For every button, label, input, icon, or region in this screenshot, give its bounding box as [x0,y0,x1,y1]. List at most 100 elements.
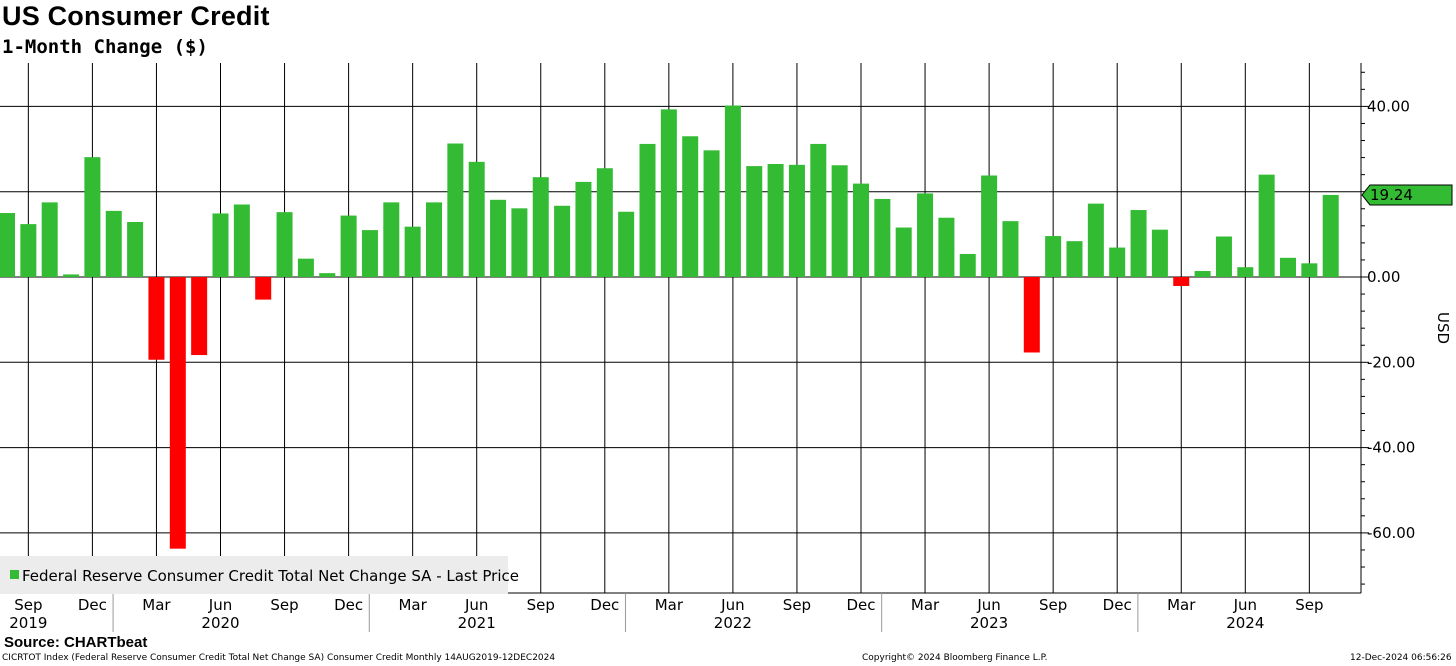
legend-swatch [10,570,19,579]
bar-nov-2019 [63,274,80,277]
x-month-label: Mar [655,596,684,614]
bar-feb-2021 [383,202,400,277]
bar-may-2024 [1215,236,1232,277]
bar-feb-2020 [127,221,144,277]
bar-sep-2019 [20,224,37,277]
bar-jul-2023 [1002,221,1019,277]
bars [0,105,1339,549]
y-axis-ticks: 40.00 0.00 -20.00 -40.00 -60.00 [1361,71,1415,585]
bar-jun-2024 [1237,267,1254,277]
x-month-label: Mar [142,596,171,614]
x-month-label: Mar [398,596,427,614]
bar-aug-2021 [511,208,528,277]
legend-background [0,556,508,594]
x-month-label: Sep [270,596,298,614]
x-year-label: 2019 [9,614,47,632]
bar-aug-2020 [255,277,272,300]
bar-jun-2022 [724,105,741,277]
x-year-label: 2024 [1226,614,1264,632]
bar-feb-2024 [1151,229,1168,277]
bar-oct-2023 [1066,241,1083,277]
bar-jul-2020 [233,204,250,277]
bar-dec-2023 [1109,247,1126,277]
chart-title: US Consumer Credit [2,1,270,31]
x-month-label: Mar [1167,596,1196,614]
bar-may-2021 [447,143,464,277]
bar-jul-2022 [746,166,763,277]
bar-sep-2023 [1045,236,1062,277]
x-month-label: Sep [14,596,42,614]
bar-aug-2019 [0,213,15,277]
bar-jul-2024 [1258,174,1275,277]
bar-apr-2024 [1194,271,1211,277]
legend: Federal Reserve Consumer Credit Total Ne… [0,556,519,594]
y-axis-label: USD [1434,312,1452,344]
footer-timestamp: 12-Dec-2024 06:56:26 [1350,653,1452,663]
bar-oct-2021 [554,205,571,277]
bar-aug-2023 [1023,277,1040,353]
legend-label: Federal Reserve Consumer Credit Total Ne… [22,567,519,585]
bar-jun-2021 [468,161,485,277]
x-month-label: Mar [911,596,940,614]
x-month-label: Jun [720,596,744,614]
vertical-gridlines [27,63,1310,593]
x-month-label: Jun [1233,596,1257,614]
bar-oct-2024 [1322,194,1339,277]
y-tick-label: -60.00 [1367,524,1415,542]
bar-dec-2019 [84,157,101,277]
bar-feb-2022 [639,143,656,277]
x-month-label: Dec [1103,596,1132,614]
bar-mar-2023 [917,193,934,277]
x-month-label: Jun [208,596,232,614]
x-month-label: Dec [334,596,363,614]
x-month-label: Sep [1295,596,1323,614]
bar-apr-2021 [426,202,442,277]
x-month-label: Jun [464,596,488,614]
y-tick-label: -20.00 [1367,353,1415,371]
bar-sep-2022 [788,164,805,277]
bar-jan-2022 [618,211,635,277]
bar-mar-2020 [148,277,165,360]
x-month-label: Sep [1039,596,1067,614]
bar-oct-2019 [41,202,58,277]
bar-aug-2024 [1280,257,1296,277]
bar-oct-2020 [297,258,314,277]
bar-jan-2021 [361,230,378,277]
y-tick-label: 0.00 [1367,268,1400,286]
last-price-marker: 19.24 [1361,184,1453,206]
footer-copyright: Copyright© 2024 Bloomberg Finance L.P. [862,653,1048,663]
bar-sep-2024 [1301,263,1318,277]
x-year-label: 2020 [201,614,239,632]
x-month-label: Dec [78,596,107,614]
x-year-label: 2022 [714,614,752,632]
x-year-label: 2023 [970,614,1008,632]
bar-dec-2022 [853,183,869,277]
bar-may-2020 [191,277,208,356]
x-month-label: Dec [846,596,875,614]
bar-nov-2021 [575,181,592,277]
bar-dec-2021 [596,168,613,277]
last-price-box [1361,184,1453,206]
bar-apr-2022 [682,136,699,277]
bar-jan-2023 [874,198,891,277]
x-month-label: Dec [590,596,619,614]
bar-nov-2020 [319,273,336,277]
bar-feb-2023 [895,227,912,277]
last-price-label: 19.24 [1370,186,1413,204]
bar-dec-2020 [340,215,357,277]
bar-sep-2020 [276,212,293,277]
bar-nov-2023 [1087,203,1104,277]
bar-jun-2020 [212,213,229,277]
x-month-label: Jun [976,596,1000,614]
bar-mar-2021 [404,226,421,277]
bar-apr-2023 [938,217,955,277]
bar-apr-2020 [169,277,186,549]
y-tick-label: -40.00 [1367,439,1415,457]
bar-may-2023 [959,253,976,277]
bar-mar-2022 [660,109,677,277]
bar-aug-2022 [767,163,784,277]
bar-nov-2022 [831,165,848,277]
bar-jan-2024 [1130,210,1147,277]
bar-sep-2021 [532,177,549,277]
